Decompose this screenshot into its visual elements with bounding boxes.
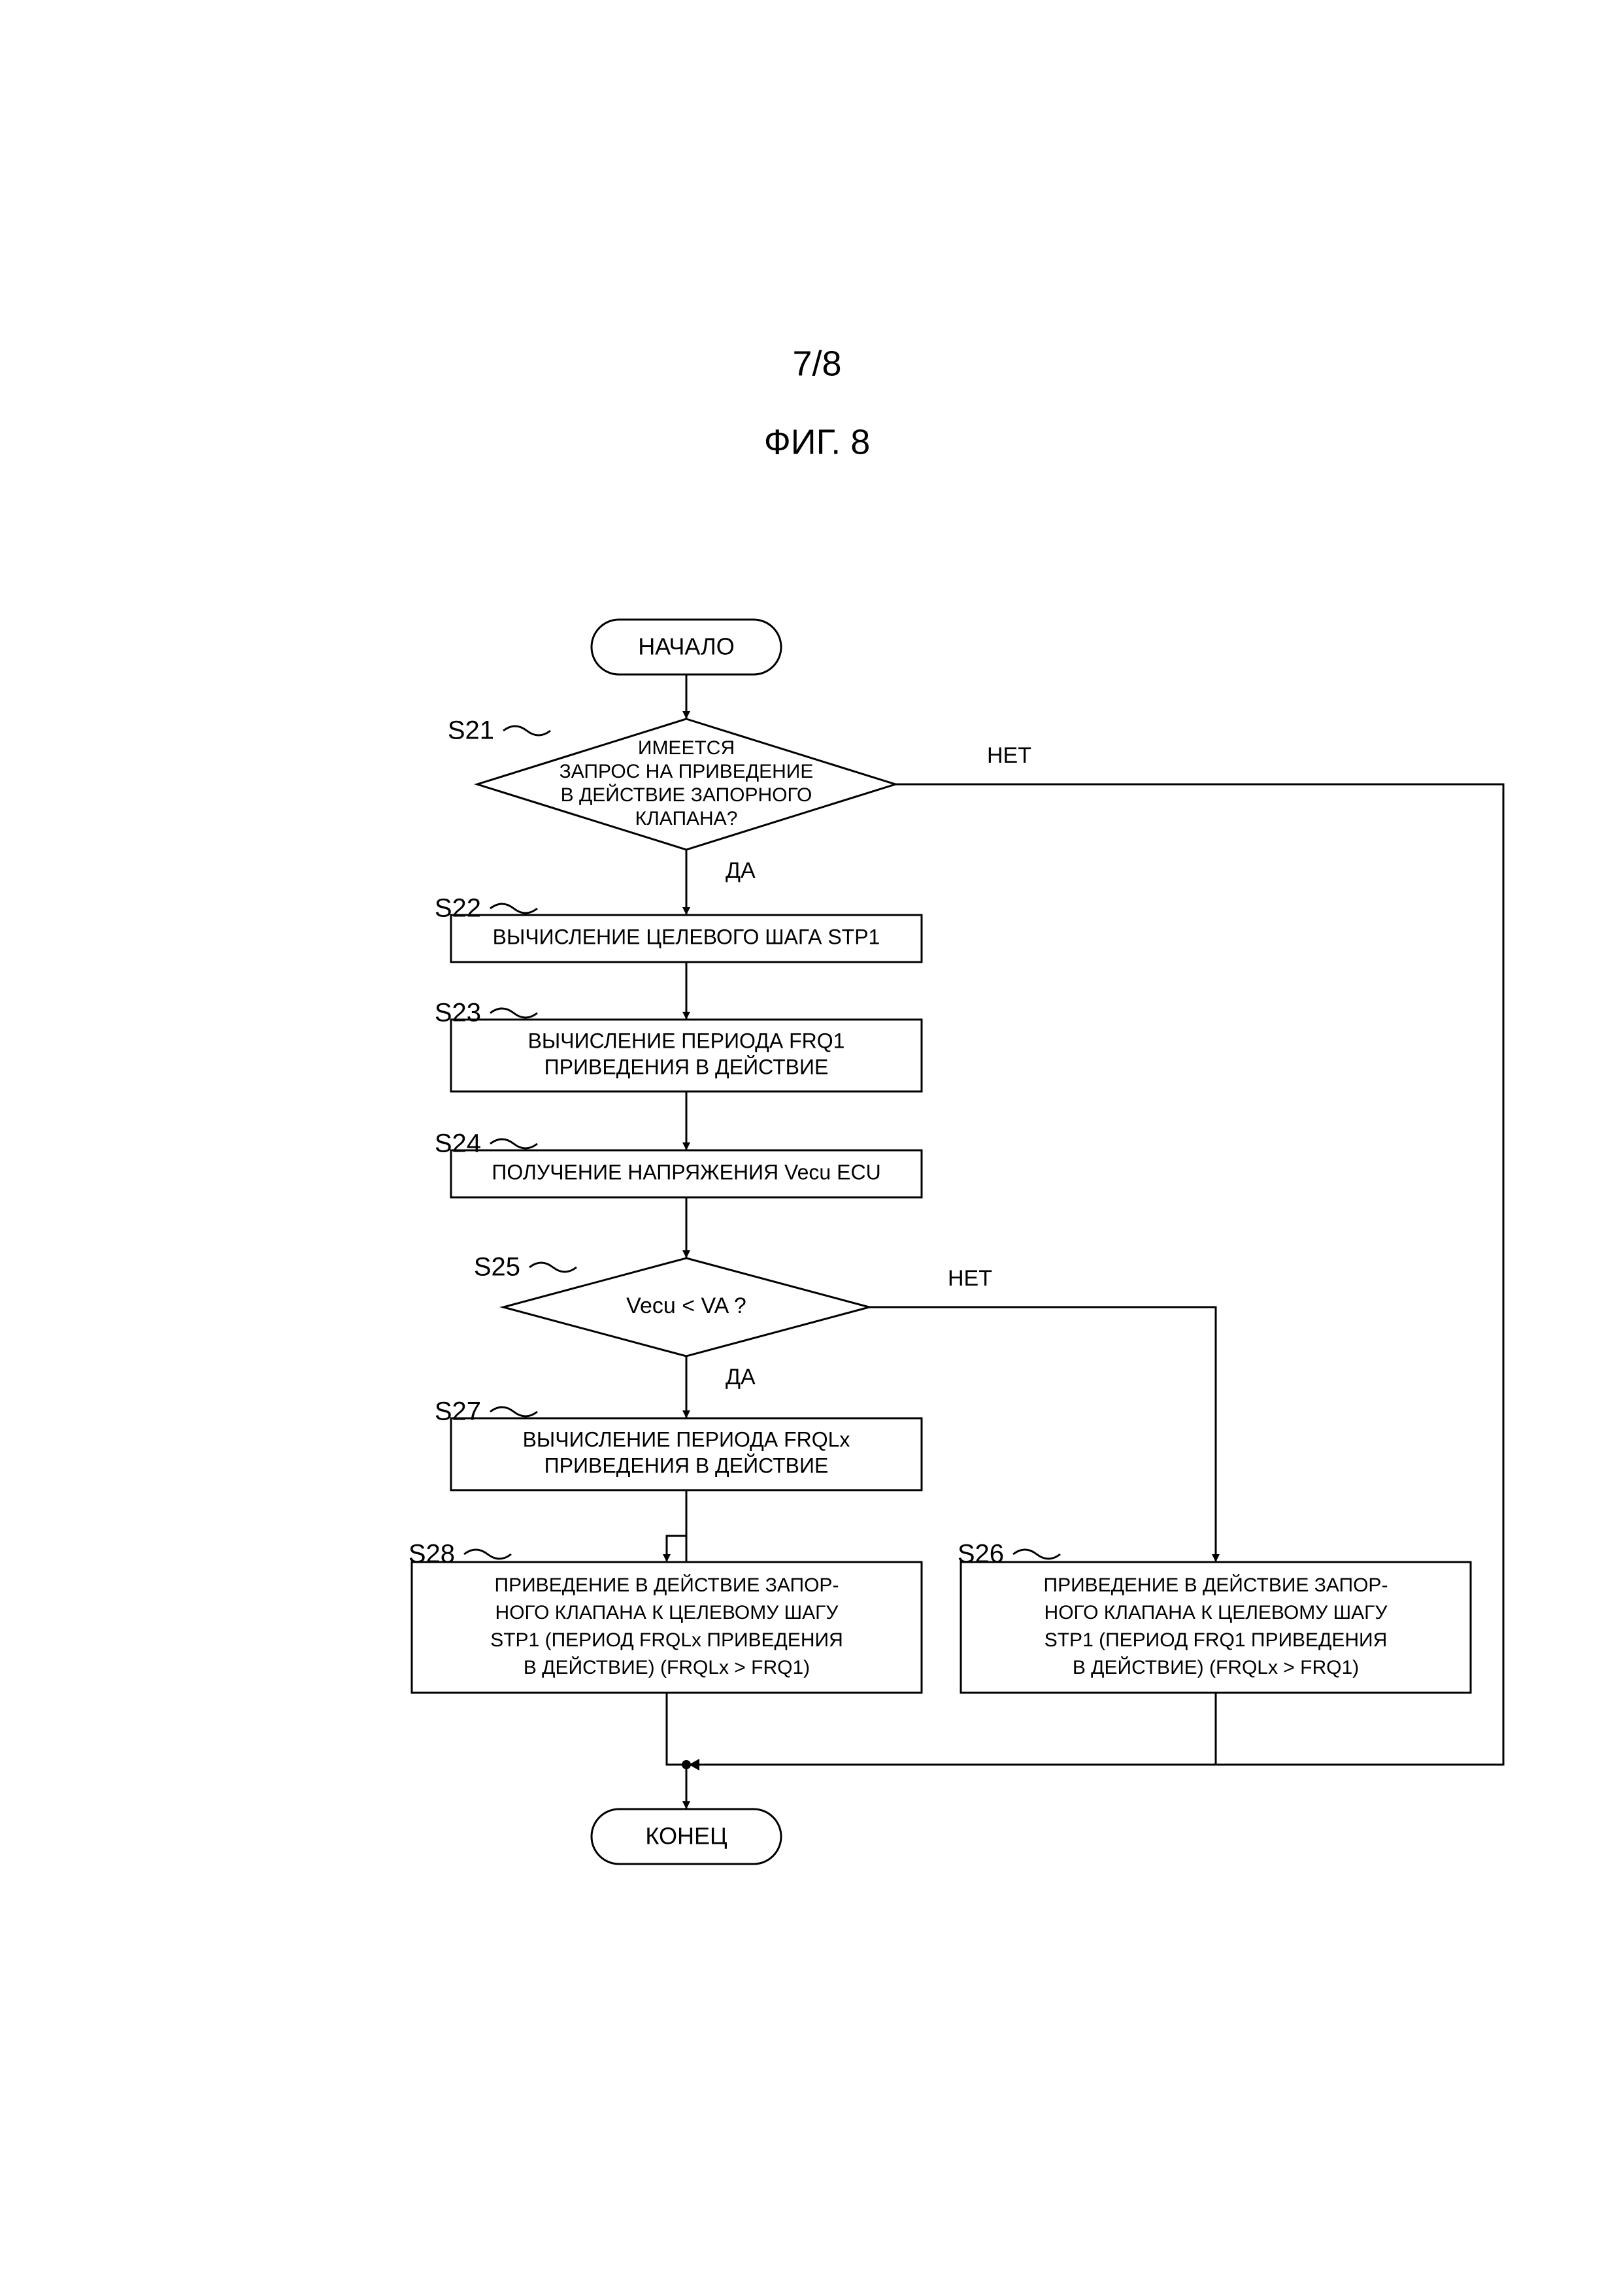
svg-text:НОГО КЛАПАНА К ЦЕЛЕВОМУ ШАГУ: НОГО КЛАПАНА К ЦЕЛЕВОМУ ШАГУ [1044,1602,1388,1623]
svg-text:ЗАПРОС НА ПРИВЕДЕНИЕ: ЗАПРОС НА ПРИВЕДЕНИЕ [560,761,814,782]
svg-text:Vecu < VA ?: Vecu < VA ? [626,1293,746,1318]
svg-text:НАЧАЛО: НАЧАЛО [638,633,735,660]
svg-text:S27: S27 [435,1397,481,1426]
svg-text:ПРИВЕДЕНИЕ В ДЕЙСТВИЕ ЗАПОР-: ПРИВЕДЕНИЕ В ДЕЙСТВИЕ ЗАПОР- [1044,1574,1388,1596]
svg-text:КЛАПАНА?: КЛАПАНА? [635,808,738,829]
svg-text:ИМЕЕТСЯ: ИМЕЕТСЯ [638,737,735,759]
svg-text:S24: S24 [435,1129,481,1158]
svg-text:S23: S23 [435,999,481,1027]
svg-text:S26: S26 [958,1540,1004,1569]
svg-text:В ДЕЙСТВИЕ) (FRQLx > FRQ1): В ДЕЙСТВИЕ) (FRQLx > FRQ1) [524,1656,810,1678]
svg-text:ВЫЧИСЛЕНИЕ ЦЕЛЕВОГО ШАГА STP1: ВЫЧИСЛЕНИЕ ЦЕЛЕВОГО ШАГА STP1 [493,925,880,948]
svg-text:НЕТ: НЕТ [987,743,1031,768]
svg-text:ВЫЧИСЛЕНИЕ ПЕРИОДА FRQLx: ВЫЧИСЛЕНИЕ ПЕРИОДА FRQLx [523,1427,850,1451]
svg-text:НЕТ: НЕТ [948,1266,992,1291]
svg-text:В ДЕЙСТВИЕ ЗАПОРНОГО: В ДЕЙСТВИЕ ЗАПОРНОГО [561,784,812,806]
svg-text:S22: S22 [435,894,481,923]
page-container: 7/8 ФИГ. 8 НАЧАЛО ИМЕЕТСЯЗАПРОС НА ПРИВЕДЕН… [0,0,1621,2293]
svg-text:ФИГ. 8: ФИГ. 8 [764,422,871,461]
svg-text:STP1 (ПЕРИОД FRQLx ПРИВЕДЕНИЯ: STP1 (ПЕРИОД FRQLx ПРИВЕДЕНИЯ [490,1629,843,1651]
svg-text:ДА: ДА [726,1365,756,1389]
svg-text:В ДЕЙСТВИЕ) (FRQLx > FRQ1): В ДЕЙСТВИЕ) (FRQLx > FRQ1) [1073,1656,1359,1678]
svg-text:ДА: ДА [726,858,756,883]
svg-text:S28: S28 [409,1540,455,1569]
svg-text:НОГО КЛАПАНА К ЦЕЛЕВОМУ ШАГУ: НОГО КЛАПАНА К ЦЕЛЕВОМУ ШАГУ [495,1602,839,1623]
flowchart-svg: 7/8 ФИГ. 8 НАЧАЛО ИМЕЕТСЯЗАПРОС НА ПРИВЕДЕН… [0,0,1621,2293]
svg-text:ПРИВЕДЕНИЯ В ДЕЙСТВИЕ: ПРИВЕДЕНИЯ В ДЕЙСТВИЕ [544,1055,829,1078]
svg-text:ПРИВЕДЕНИЯ В ДЕЙСТВИЕ: ПРИВЕДЕНИЯ В ДЕЙСТВИЕ [544,1454,829,1477]
svg-text:КОНЕЦ: КОНЕЦ [645,1823,727,1850]
svg-text:STP1 (ПЕРИОД FRQ1 ПРИВЕДЕНИЯ: STP1 (ПЕРИОД FRQ1 ПРИВЕДЕНИЯ [1044,1629,1388,1651]
svg-text:S25: S25 [474,1253,520,1282]
svg-text:7/8: 7/8 [792,344,841,383]
svg-text:S21: S21 [448,716,494,745]
svg-text:ВЫЧИСЛЕНИЕ ПЕРИОДА FRQ1: ВЫЧИСЛЕНИЕ ПЕРИОДА FRQ1 [528,1029,845,1052]
svg-text:ПРИВЕДЕНИЕ В ДЕЙСТВИЕ ЗАПОР-: ПРИВЕДЕНИЕ В ДЕЙСТВИЕ ЗАПОР- [495,1574,839,1596]
svg-text:ПОЛУЧЕНИЕ НАПРЯЖЕНИЯ Vecu ECU: ПОЛУЧЕНИЕ НАПРЯЖЕНИЯ Vecu ECU [492,1160,880,1184]
